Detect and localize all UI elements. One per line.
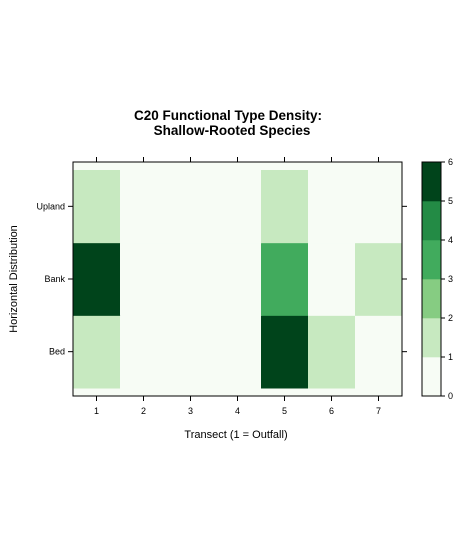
colorbar-segment [422,240,441,280]
chart-title: C20 Functional Type Density: [134,108,322,123]
heatmap-cell [120,242,168,316]
heatmap-cell [308,242,356,316]
colorbar-segment [422,279,441,319]
heatmap-cell [73,242,121,316]
x-tick-label: 5 [282,406,287,416]
colorbar-tick-label: 1 [448,352,453,362]
heatmap-cell [261,315,309,389]
x-tick-label: 7 [376,406,381,416]
heatmap-cell [120,170,168,244]
heatmap-cell [308,315,356,389]
heatmap-cell [261,170,309,244]
x-tick-label: 6 [329,406,334,416]
colorbar-tick-label: 2 [448,313,453,323]
x-axis-ticks: 1 2 3 4 5 6 7 [94,157,381,416]
colorbar-tick-label: 6 [448,157,453,167]
x-tick-label: 1 [94,406,99,416]
colorbar-tick-label: 0 [448,391,453,401]
x-tick-label: 2 [141,406,146,416]
heatmap-cell [355,170,403,244]
x-tick-label: 3 [188,406,193,416]
heatmap-cell [167,315,215,389]
y-axis-label: Horizontal Distribution [8,225,20,333]
chart-subtitle: Shallow-Rooted Species [154,123,311,138]
colorbar-segment [422,162,441,202]
colorbar-tick-label: 4 [448,235,453,245]
heatmap-cell [167,242,215,316]
y-axis-ticks: Bed Bank Upland [36,201,407,357]
heatmap-cell [355,242,403,316]
heatmap-cell [355,315,403,389]
heatmap-cell [308,170,356,244]
heatmap-cell [214,315,262,389]
colorbar: 0 1 2 3 4 5 6 [421,157,453,401]
heatmap-cell [120,315,168,389]
heatmap-cell [167,170,215,244]
colorbar-segment [422,201,441,241]
heatmap-cell [73,170,121,244]
colorbar-segment [422,357,441,397]
heatmap-cells [73,162,403,396]
y-tick-label: Bed [49,347,65,357]
heatmap-cell [73,315,121,389]
colorbar-tick-label: 3 [448,274,453,284]
x-axis-label: Transect (1 = Outfall) [184,429,287,441]
x-tick-label: 4 [235,406,240,416]
heatmap-cell [261,242,309,316]
y-tick-label: Bank [44,274,65,284]
colorbar-segment [422,318,441,358]
colorbar-tick-label: 5 [448,196,453,206]
heatmap-cell [214,242,262,316]
y-tick-label: Upland [36,201,65,211]
heatmap-cell [214,170,262,244]
